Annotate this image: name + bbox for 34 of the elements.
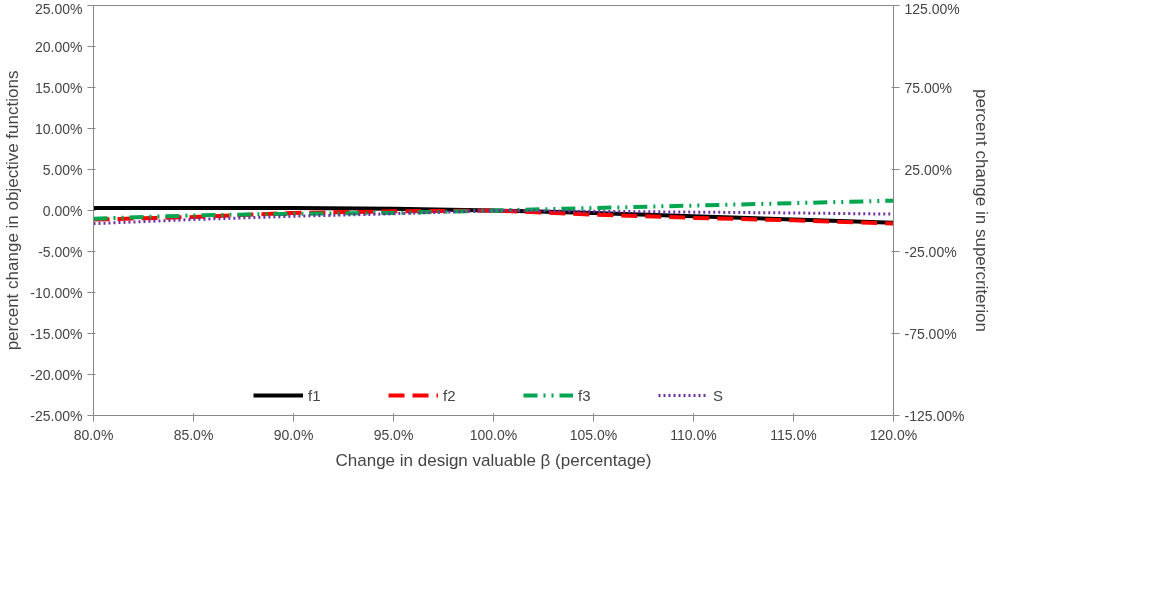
y-tick-label: 5.00% bbox=[42, 161, 83, 178]
x-tick-label: 90.0% bbox=[273, 426, 314, 443]
y-tick-label: 10.00% bbox=[35, 120, 83, 137]
x-tick-label: 95.0% bbox=[373, 426, 414, 443]
x-tick-label: 100.0% bbox=[469, 426, 518, 443]
y-tick-label: -20.00% bbox=[30, 366, 83, 383]
y-tick-label: -5.00% bbox=[38, 243, 83, 260]
x-tick-label: 80.0% bbox=[73, 426, 114, 443]
x-tick-label: 120.0% bbox=[869, 426, 918, 443]
legend-label: S bbox=[713, 386, 724, 404]
y2-tick-label: -25.00% bbox=[904, 243, 957, 260]
legend-label: f3 bbox=[578, 386, 592, 404]
x-tick-label: 115.0% bbox=[770, 426, 817, 443]
legend-label: f1 bbox=[308, 386, 322, 404]
y-tick-label: 15.00% bbox=[35, 79, 83, 96]
y2-tick-label: 125.00% bbox=[904, 0, 960, 17]
x-axis-title: Change in design valuable β (percentage) bbox=[335, 450, 652, 470]
y-tick-label: -15.00% bbox=[30, 325, 83, 342]
y-tick-label: 20.00% bbox=[35, 38, 83, 55]
x-tick-label: 105.0% bbox=[569, 426, 618, 443]
y2-axis-title: percent change in supercriterion bbox=[972, 89, 992, 332]
y2-tick-label: 25.00% bbox=[904, 161, 952, 178]
y-tick-label: 25.00% bbox=[35, 0, 83, 17]
y2-tick-label: 75.00% bbox=[904, 79, 952, 96]
x-tick-label: 85.0% bbox=[173, 426, 214, 443]
y-axis-title: percent change in objective functions bbox=[3, 70, 23, 351]
y2-tick-label: -125.00% bbox=[904, 407, 965, 424]
y-tick-label: 0.00% bbox=[42, 202, 83, 219]
x-tick-label: 110.0% bbox=[670, 426, 717, 443]
line-series bbox=[93, 198, 894, 221]
legend-label: f2 bbox=[443, 386, 457, 404]
y2-tick-label: -75.00% bbox=[904, 325, 957, 342]
y-tick-label: -10.00% bbox=[30, 284, 83, 301]
y-tick-label: -25.00% bbox=[30, 407, 83, 424]
